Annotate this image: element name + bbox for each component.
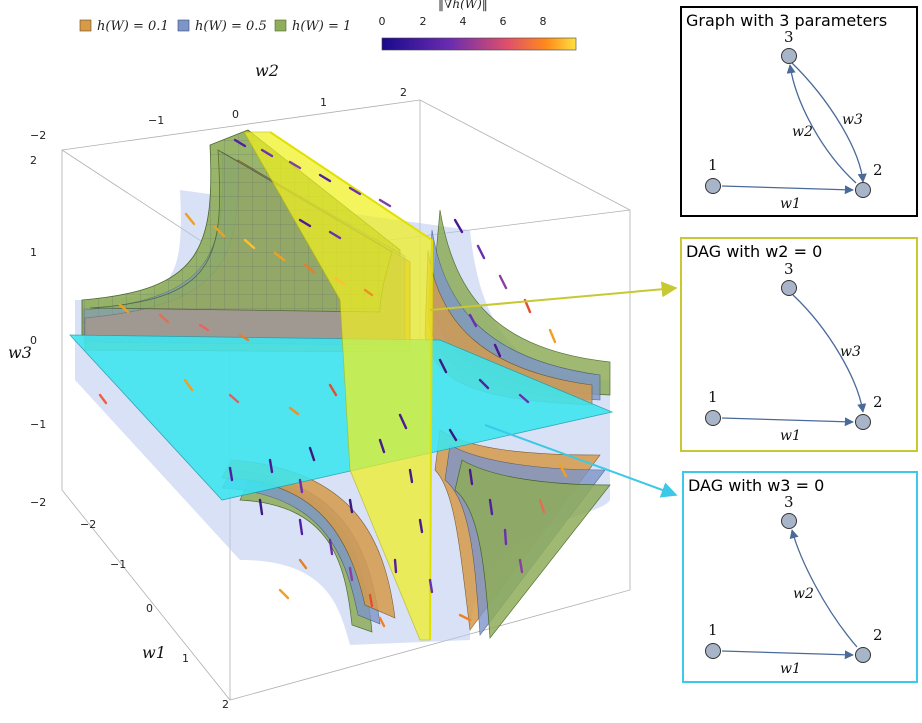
node-1-label: 1 bbox=[708, 621, 718, 639]
edge-3-2 bbox=[790, 61, 867, 183]
node-1 bbox=[705, 178, 721, 194]
edge-1-2 bbox=[721, 650, 854, 660]
w1-tick-1: 1 bbox=[182, 652, 189, 665]
axis-label-w2: w2 bbox=[255, 61, 279, 80]
colorbar-tick-4: 4 bbox=[460, 15, 467, 28]
edge-label-w2: w2 bbox=[793, 586, 814, 602]
w1-tick-0: 0 bbox=[146, 602, 153, 615]
w3-tick-m2: −2 bbox=[30, 496, 46, 509]
colorbar-gradient bbox=[381, 37, 577, 51]
node-1-label: 1 bbox=[708, 156, 718, 174]
w3-tick-2: 2 bbox=[30, 154, 37, 167]
plane-w3-zero bbox=[69, 334, 614, 501]
w1-tick-m2: −2 bbox=[80, 518, 96, 531]
w3-tick-m1: −1 bbox=[30, 418, 46, 431]
colorbar-tick-6: 6 bbox=[500, 15, 507, 28]
node-3-label: 3 bbox=[784, 493, 794, 511]
node-3-label: 3 bbox=[784, 28, 794, 46]
w2-tick-0: 0 bbox=[232, 108, 239, 121]
plane-w2-zero-edge bbox=[269, 131, 434, 641]
legend-item-h01: h(W) = 0.1 bbox=[79, 19, 169, 34]
legend-item-h05: h(W) = 0.5 bbox=[177, 19, 267, 34]
callout-arrow-w2 bbox=[429, 281, 678, 311]
legend-label-h05: h(W) = 0.5 bbox=[195, 19, 267, 34]
surface-h1-lower-right bbox=[454, 459, 611, 639]
node-1 bbox=[705, 643, 721, 659]
panel-dag-w3-zero: DAG with w3 = 0 1 2 3 w1 w2 bbox=[682, 471, 918, 683]
legend-label-h01: h(W) = 0.1 bbox=[97, 19, 169, 34]
node-3-label: 3 bbox=[784, 260, 794, 278]
edge-label-w3: w3 bbox=[842, 112, 863, 128]
edge-label-w3: w3 bbox=[840, 344, 861, 360]
w1-tick-m1: −1 bbox=[110, 558, 126, 571]
axis-label-w3: w3 bbox=[8, 343, 32, 362]
gradient-arrows bbox=[98, 138, 568, 628]
panel-graph-3-params: Graph with 3 parameters 1 2 3 w1 w2 w3 bbox=[680, 6, 918, 217]
w1-tick-2: 2 bbox=[222, 698, 229, 711]
node-2 bbox=[855, 182, 871, 198]
node-2-label: 2 bbox=[873, 161, 883, 179]
node-3 bbox=[781, 48, 797, 64]
node-3 bbox=[781, 513, 797, 529]
node-3 bbox=[781, 280, 797, 296]
w3-tick-0: 0 bbox=[30, 334, 37, 347]
edge-label-w2: w2 bbox=[792, 124, 813, 140]
w2-tick-m2: −2 bbox=[30, 129, 46, 142]
edge-3-2 bbox=[792, 294, 867, 413]
panel-1-title: Graph with 3 parameters bbox=[686, 11, 887, 30]
node-1-label: 1 bbox=[708, 388, 718, 406]
w2-tick-2: 2 bbox=[400, 86, 407, 99]
node-1 bbox=[705, 410, 721, 426]
colorbar: ‖∇h(W)‖ 0 2 4 6 8 bbox=[379, 0, 577, 51]
node-2 bbox=[855, 647, 871, 663]
w3-tick-1: 1 bbox=[30, 246, 37, 259]
colorbar-tick-0: 0 bbox=[379, 15, 386, 28]
edge-label-w1: w1 bbox=[780, 196, 801, 212]
node-2 bbox=[855, 414, 871, 430]
edge-2-3 bbox=[786, 64, 857, 184]
surface-h1-bowl-grid bbox=[90, 150, 392, 312]
edge-1-2 bbox=[721, 417, 854, 427]
panel-3-border bbox=[682, 471, 918, 683]
panel-1-border bbox=[680, 6, 918, 217]
edge-label-w1: w1 bbox=[780, 661, 801, 677]
node-2-label: 2 bbox=[873, 393, 883, 411]
axis-label-w1: w1 bbox=[142, 643, 166, 662]
panel-3-title: DAG with w3 = 0 bbox=[688, 476, 824, 495]
node-2-label: 2 bbox=[873, 626, 883, 644]
panel-dag-w2-zero: DAG with w2 = 0 1 2 3 w1 w3 bbox=[680, 237, 918, 452]
panel-2-title: DAG with w2 = 0 bbox=[686, 242, 822, 261]
legend: h(W) = 0.1 h(W) = 0.5 h(W) = 1 bbox=[79, 19, 351, 34]
legend-label-h1: h(W) = 1 bbox=[292, 19, 351, 34]
w2-tick-m1: −1 bbox=[148, 114, 164, 127]
legend-item-h1: h(W) = 1 bbox=[274, 19, 351, 34]
edge-1-2 bbox=[721, 185, 854, 195]
callout-arrow-w3 bbox=[484, 424, 678, 498]
colorbar-tick-8: 8 bbox=[540, 15, 547, 28]
colorbar-title: ‖∇h(W)‖ bbox=[438, 0, 488, 11]
plot3d: w2 w3 w1 −2 −1 0 1 2 2 1 0 −1 −2 −2 −1 0… bbox=[8, 61, 678, 711]
edge-label-w1: w1 bbox=[780, 428, 801, 444]
colorbar-tick-2: 2 bbox=[420, 15, 427, 28]
w2-tick-1: 1 bbox=[320, 96, 327, 109]
edge-2-3 bbox=[789, 529, 858, 648]
